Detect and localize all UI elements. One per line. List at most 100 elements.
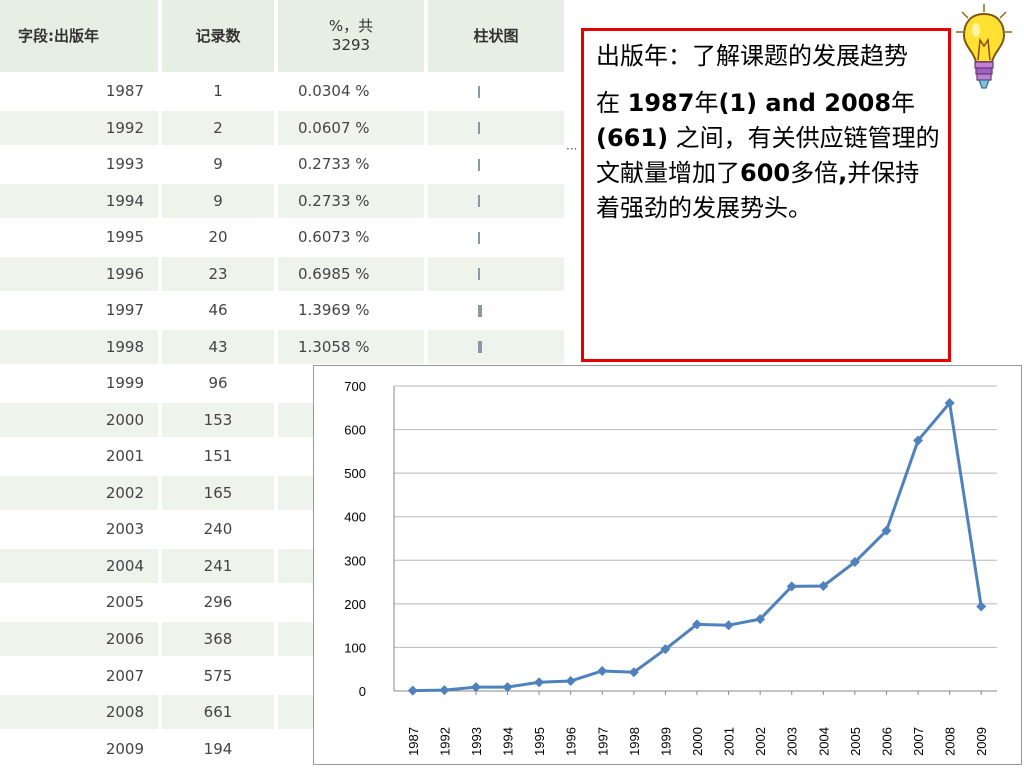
data-point	[597, 665, 608, 676]
count-cell: 96	[160, 365, 278, 403]
count-cell: 46	[160, 292, 278, 330]
info-title: 出版年：了解课题的发展趋势	[596, 42, 908, 70]
data-point	[407, 685, 418, 696]
year-cell: 1999	[0, 365, 162, 403]
count-cell: 23	[160, 255, 278, 294]
table-row: 1997 46 1.3969 %	[0, 292, 568, 330]
header-record-count[interactable]: 记录数	[160, 0, 278, 74]
bar-cell	[426, 73, 568, 111]
data-point	[818, 580, 829, 591]
info-box: 出版年：了解课题的发展趋势 在 1987年(1) and 2008年(661) …	[581, 28, 951, 362]
header-percent-label: %，共3293	[328, 17, 374, 54]
year-cell: 1998	[0, 328, 162, 367]
count-cell: 194	[160, 730, 278, 768]
x-tick-label: 2003	[785, 727, 800, 756]
x-tick-label: 2009	[974, 727, 989, 756]
x-tick-label: 1993	[469, 727, 484, 756]
table-row: 1998 43 1.3058 %	[0, 328, 568, 367]
x-tick-label: 2000	[690, 727, 705, 756]
count-cell: 43	[160, 328, 278, 367]
bar-cell	[426, 292, 568, 330]
year-cell: 2005	[0, 584, 162, 622]
year-cell: 1996	[0, 255, 162, 294]
info-body-part: 年	[694, 89, 719, 117]
count-cell: 9	[160, 146, 278, 184]
x-tick-label: 2002	[753, 727, 768, 756]
info-body-part: 并保持着强劲的发展势头。	[596, 159, 920, 222]
data-point	[692, 619, 702, 630]
header-percent[interactable]: %，共3293	[276, 0, 428, 74]
x-tick-label: 2008	[943, 727, 958, 756]
count-cell: 9	[160, 182, 278, 221]
mini-bar	[478, 341, 482, 354]
data-point	[723, 620, 734, 631]
info-body-part: (661)	[596, 124, 669, 152]
year-cell: 2000	[0, 401, 162, 440]
year-cell: 2006	[0, 620, 162, 659]
bar-cell	[426, 328, 568, 367]
year-cell: 2007	[0, 657, 162, 695]
bar-cell	[426, 219, 568, 257]
y-tick-label: 700	[344, 379, 366, 394]
publication-year-table: 字段:出版年 记录数 %，共3293 柱状图 1987 1 0.0304 % 1992…	[0, 0, 568, 768]
info-body-part: 600	[740, 159, 791, 187]
table-row: 1992 2 0.0607 %	[0, 109, 568, 148]
data-point	[913, 435, 924, 446]
y-tick-label: 200	[344, 597, 366, 612]
year-cell: 2004	[0, 547, 162, 586]
table-row: 1987 1 0.0304 %	[0, 73, 568, 111]
year-cell: 2008	[0, 693, 162, 732]
data-point	[944, 397, 955, 408]
info-body-part: 1987	[627, 89, 695, 117]
percent-cell: 0.2733 %	[276, 146, 428, 184]
x-tick-label: 1997	[595, 727, 610, 756]
data-point	[849, 557, 860, 568]
data-point	[534, 677, 545, 688]
table-row: 1994 9 0.2733 %	[0, 182, 568, 221]
info-body-part: 年	[891, 89, 916, 117]
table-row: 1996 23 0.6985 %	[0, 255, 568, 294]
year-cell: 1995	[0, 219, 162, 257]
year-cell: 1997	[0, 292, 162, 330]
year-cell: 2009	[0, 730, 162, 768]
year-cell: 1992	[0, 109, 162, 148]
lightbulb-icon	[956, 4, 1012, 89]
data-point	[976, 601, 987, 612]
x-tick-label: 2005	[848, 727, 863, 756]
y-tick-label: 300	[344, 553, 366, 568]
y-tick-label: 0	[359, 684, 366, 699]
percent-cell: 0.6985 %	[276, 255, 428, 294]
year-cell: 1994	[0, 182, 162, 221]
count-cell: 661	[160, 693, 278, 732]
mini-bar	[478, 122, 480, 135]
percent-cell: 1.3969 %	[276, 292, 428, 330]
data-point	[565, 675, 576, 686]
table-body: 1987 1 0.0304 % 1992 2 0.0607 % 1993 9 0.2733 % 1…	[0, 73, 568, 768]
table-header-row: 字段:出版年 记录数 %，共3293 柱状图	[0, 0, 568, 74]
y-tick-label: 400	[344, 510, 366, 525]
percent-cell: 0.0607 %	[276, 109, 428, 148]
count-cell: 296	[160, 584, 278, 622]
percent-cell: 0.2733 %	[276, 182, 428, 221]
header-record-count-label: 记录数	[195, 26, 241, 45]
line-chart: 0 100 200 300 400 500 600 700 1987 1992 1993 1994 19…	[344, 379, 997, 756]
y-tick-label: 100	[344, 640, 366, 655]
count-cell: 241	[160, 547, 278, 586]
count-cell: 575	[160, 657, 278, 695]
count-cell: 20	[160, 219, 278, 257]
data-point	[660, 644, 671, 655]
info-body-part: 之间，有关供应链管理的文献量增加了	[596, 124, 940, 187]
table-row: 1993 9 0.2733 %	[0, 146, 568, 184]
mini-bar	[478, 195, 480, 208]
x-tick-label: 2007	[911, 727, 926, 756]
bar-cell	[426, 146, 568, 184]
x-tick-label: 1996	[564, 727, 579, 756]
data-point	[755, 614, 766, 625]
x-tick-label: 1995	[532, 727, 547, 756]
table-row: 1995 20 0.6073 %	[0, 219, 568, 257]
mini-bar	[478, 158, 480, 171]
header-bar-chart[interactable]: 柱状图	[426, 0, 568, 74]
header-field[interactable]: 字段:出版年	[0, 0, 162, 74]
info-body: 在 1987年(1) and 2008年(661) 之间，有关供应链管理的文献量…	[596, 86, 940, 226]
y-tick-label: 600	[344, 423, 366, 438]
